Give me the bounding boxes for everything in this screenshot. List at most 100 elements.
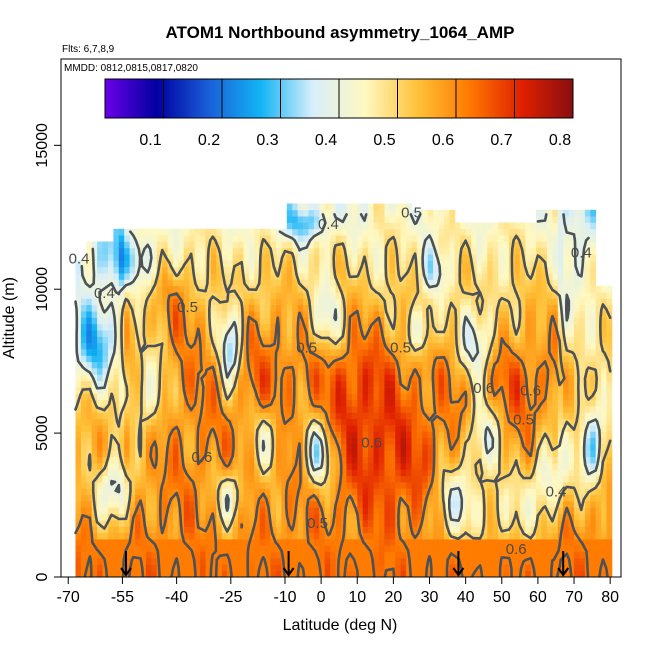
heatmap-cell [254,532,261,540]
heatmap-cell [75,494,82,502]
heatmap-cell [265,311,271,318]
heatmap-cell [313,501,320,508]
heatmap-cell [216,235,223,242]
heatmap-cell [525,285,532,293]
heatmap-cell [129,380,136,388]
heatmap-cell [346,482,353,489]
heatmap-cell [292,450,298,458]
heatmap-cell [313,216,320,223]
heatmap-cell [113,507,120,515]
heatmap-cell [313,444,320,451]
heatmap-cell [80,418,87,426]
heatmap-cell [389,285,396,293]
heatmap-cell [151,425,158,432]
heatmap-cell [189,520,196,527]
heatmap-cell [140,266,147,274]
heatmap-cell [91,406,98,413]
heatmap-cell [416,532,423,540]
heatmap-cell [487,228,494,236]
heatmap-cell [248,260,255,268]
heatmap-cell [449,475,456,483]
heatmap-cell [108,336,114,344]
heatmap-cell [433,545,439,552]
heatmap-cell [449,412,456,420]
heatmap-cell [319,241,326,249]
heatmap-cell [438,241,445,249]
heatmap-cell [444,539,450,546]
heatmap-cell [481,228,488,236]
heatmap-cell [140,273,147,280]
heatmap-cell [509,539,515,546]
heatmap-cell [167,539,174,546]
heatmap-cell [286,418,293,426]
heatmap-cell [422,551,429,559]
heatmap-cell [433,425,439,432]
heatmap-cell [487,482,494,489]
heatmap-cell [297,425,304,432]
heatmap-cell [292,482,298,489]
heatmap-cell [357,342,364,350]
heatmap-cell [205,564,212,571]
heatmap-cell [124,418,130,426]
heatmap-cell [270,292,277,299]
heatmap-cell [80,520,87,527]
heatmap-cell [552,418,559,426]
heatmap-cell [140,501,147,508]
heatmap-cell [129,551,136,559]
heatmap-cell [416,482,423,489]
heatmap-cell [487,393,494,401]
heatmap-cell [449,418,456,426]
heatmap-cell [86,488,93,496]
heatmap-cell [108,469,114,477]
heatmap-cell [276,570,282,577]
heatmap-cell [238,292,244,299]
heatmap-cell [389,298,396,306]
heatmap-cell [178,228,185,236]
heatmap-cell [438,368,445,375]
heatmap-cell [422,361,429,369]
heatmap-cell [384,228,391,236]
heatmap-cell [324,298,331,306]
heatmap-cell [145,564,152,571]
heatmap-cell [362,463,369,470]
heatmap-cell [438,564,445,571]
heatmap-cell [368,418,374,426]
heatmap-cell [498,361,504,369]
heatmap-cell [248,570,255,577]
heatmap-cell [519,285,526,293]
heatmap-cell [189,494,196,502]
heatmap-cell [113,450,120,458]
heatmap-cell [471,260,477,268]
heatmap-cell [254,368,261,375]
heatmap-cell [265,374,271,382]
heatmap-cell [113,539,120,546]
heatmap-cell [449,558,456,565]
heatmap-cell [465,418,472,426]
heatmap-cell [313,488,320,496]
heatmap-cell [145,368,152,375]
heatmap-cell [265,317,271,325]
heatmap-cell [444,342,450,350]
heatmap-cell [476,444,483,451]
heatmap-cell [514,298,521,306]
heatmap-cell [514,317,521,325]
heatmap-cell [427,380,434,388]
heatmap-cell [378,475,385,483]
heatmap-cell [227,254,233,261]
heatmap-cell [86,393,93,401]
heatmap-cell [400,551,407,559]
heatmap-cell [210,323,217,331]
heatmap-cell [308,260,315,268]
heatmap-cell [498,494,504,502]
heatmap-cell [162,323,168,331]
heatmap-cell [281,374,288,382]
heatmap-cell [492,507,499,515]
heatmap-cell [276,285,282,293]
heatmap-cell [270,475,277,483]
heatmap-cell [487,399,494,407]
heatmap-cell [319,412,326,420]
heatmap-cell [519,532,526,540]
heatmap-cell [303,532,309,540]
heatmap-cell [135,323,141,331]
heatmap-cell [465,292,472,299]
